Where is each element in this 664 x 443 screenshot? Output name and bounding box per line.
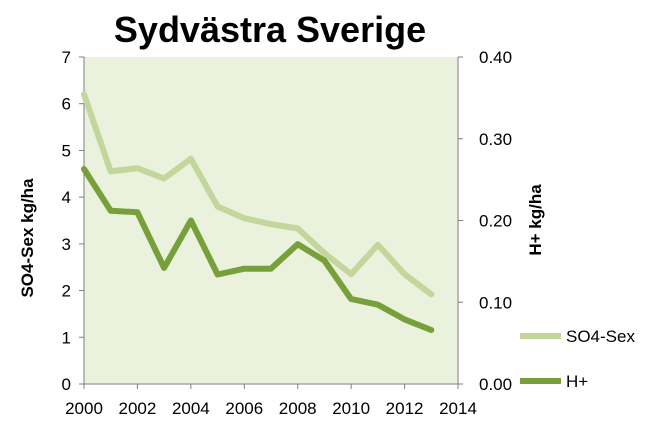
y-tick-label: 1: [62, 328, 71, 347]
y2-tick-label: 0.10: [479, 293, 512, 312]
chart-title: Sydvästra Sverige: [114, 9, 426, 50]
y2-tick-label: 0.30: [479, 130, 512, 149]
y-tick-label: 3: [62, 235, 71, 254]
y-tick-label: 7: [62, 48, 71, 67]
legend-label: H+: [566, 372, 588, 391]
y-tick-label: 6: [62, 95, 71, 114]
x-tick-label: 2000: [65, 399, 103, 418]
x-tick-label: 2002: [119, 399, 157, 418]
y2-tick-label: 0.40: [479, 48, 512, 67]
x-tick-label: 2004: [172, 399, 210, 418]
x-tick-label: 2014: [439, 399, 477, 418]
x-tick-label: 2008: [279, 399, 317, 418]
y-axis-title: SO4-Sex kg/ha: [18, 178, 37, 298]
series-lines: [81, 91, 435, 333]
y-tick-label: 0: [62, 375, 71, 394]
x-tick-label: 2006: [225, 399, 263, 418]
axes: [79, 56, 463, 389]
legend: SO4-Sex H+: [520, 327, 635, 391]
y2-tick-label: 0.00: [479, 375, 512, 394]
y2-tick-label: 0.20: [479, 212, 512, 231]
x-tick-label: 2010: [332, 399, 370, 418]
series-line-so4-sex: [81, 91, 435, 298]
y2-axis-title: H+ kg/ha: [526, 184, 545, 256]
y-tick-label: 5: [62, 141, 71, 160]
y-tick-label: 2: [62, 282, 71, 301]
legend-label: SO4-Sex: [566, 327, 635, 346]
x-tick-label: 2012: [386, 399, 424, 418]
y-tick-label: 4: [62, 188, 71, 207]
series-line-h-: [81, 166, 435, 333]
plot-area: [84, 57, 458, 384]
tick-labels: 0 1 2 3 4 5 6 7 0.00 0.10 0.20 0.30 0.40 2000 2002 2004…: [62, 48, 513, 418]
